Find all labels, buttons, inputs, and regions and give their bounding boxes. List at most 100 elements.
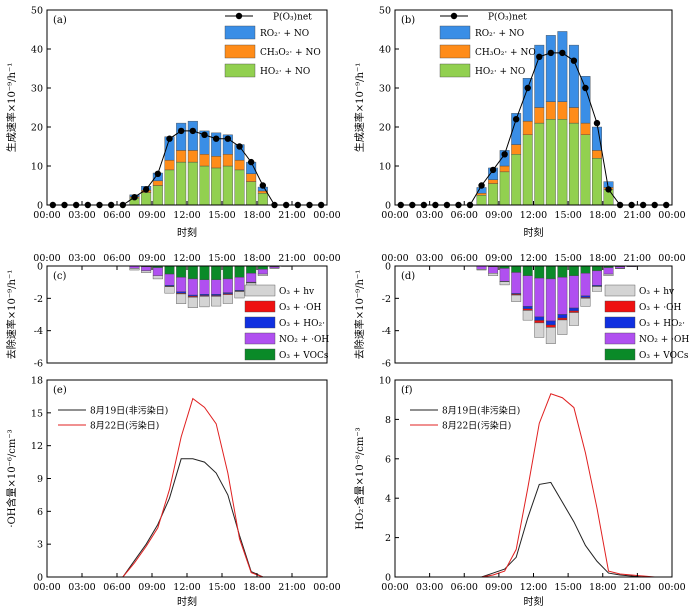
xtick-label-e-4: 12:00 <box>173 582 200 593</box>
ytick-label-e-1: 3 <box>37 540 43 551</box>
xtick-label-a-4: 12:00 <box>173 210 200 221</box>
ytick-label-a-1: 10 <box>31 162 43 173</box>
ytick-label-f-0: 0 <box>385 573 391 584</box>
panel-label-f: (f) <box>401 385 413 396</box>
bar-b-s1-h8 <box>488 179 499 184</box>
ytick-label-d-2: -4 <box>382 326 391 337</box>
point-pnet-b-10 <box>512 116 520 123</box>
legend-text-pnet-a: P(O₃)net <box>273 12 312 23</box>
bar-b-s2-h11 <box>522 78 533 122</box>
ylabel-b: 生成速率×10⁻⁹/h⁻¹ <box>353 63 366 153</box>
bar-d-s0-h17 <box>592 265 602 272</box>
xtick-label-b-3: 09:00 <box>485 210 512 221</box>
legend-b: P(O₃)net RO₂· + NO CH₃O₂· + NO HO₂· + NO <box>439 12 536 78</box>
bar-c-s4-h9 <box>152 275 163 280</box>
bar-a-s1-h10 <box>164 159 175 171</box>
xtick-label-a-6: 18:00 <box>243 210 270 221</box>
legend-text-c-3: O₃ + ·OH <box>279 303 321 313</box>
xtick-label-c-1: 03:00 <box>68 253 95 264</box>
legend-text-f-1: 8月22日(污染日) <box>442 420 511 432</box>
bar-b-s0-h16 <box>580 134 591 206</box>
legend-text-b-0: HO₂· + NO <box>475 67 525 77</box>
xtick-label-d-6: 18:00 <box>589 253 616 264</box>
panel-b: 00:00 03:00 06:00 09:00 12:00 15:00 18:00 21:00… <box>353 6 686 240</box>
ytick-label-f-2: 4 <box>385 494 391 505</box>
xtick-label-b-8: 00:00 <box>658 210 685 221</box>
xtick-label-a-7: 21:00 <box>278 210 305 221</box>
legend-swatch-c-3 <box>244 300 276 313</box>
xtick-label-c-4: 12:00 <box>173 253 200 264</box>
xtick-label-b-2: 06:00 <box>451 210 478 221</box>
bar-a-s0-h18 <box>257 193 268 206</box>
ytick-label-e-4: 12 <box>31 441 43 452</box>
legend-swatch-a-0 <box>224 63 256 78</box>
bar-c-s1-h11 <box>176 277 187 293</box>
bar-b-s0-h9 <box>499 171 510 206</box>
xtick-label-d-4: 12:00 <box>520 253 547 264</box>
bar-d-s2-h13 <box>545 320 556 326</box>
legend-d: O₃ + hv O₃ + ·OH O₃ + HO₂· NO₂ + ·OH O₃ + VO… <box>604 284 689 361</box>
bar-b-s1-h11 <box>522 120 533 136</box>
xtick-label-b-5: 15:00 <box>554 210 581 221</box>
xlabel-a: 时刻 <box>177 226 197 239</box>
bar-d-s4-h15 <box>568 312 579 326</box>
xtick-label-f-6: 18:00 <box>589 582 616 593</box>
bar-c-s1-h14 <box>211 279 222 295</box>
bar-a-s0-h8 <box>141 192 152 206</box>
ytick-label-b-1: 10 <box>379 162 391 173</box>
legend-swatch-b-0 <box>439 63 471 78</box>
bar-d-s2-h15 <box>568 307 579 312</box>
bar-a-s1-h12 <box>187 150 198 163</box>
ytick-label-b-3: 30 <box>379 84 391 95</box>
plot-frame-e <box>46 379 328 578</box>
bar-c-s0-h17 <box>246 265 257 274</box>
ytick-label-b-2: 20 <box>379 123 391 134</box>
bar-a-s1-h14 <box>211 156 222 169</box>
bar-d-s1-h17 <box>592 270 602 286</box>
bar-b-s0-h13 <box>545 118 556 206</box>
bar-d-s1-h8 <box>488 266 499 274</box>
legend-text-d-3: O₃ + ·OH <box>639 303 681 313</box>
ytick-label-a-0: 0 <box>37 201 43 212</box>
bar-d-s3-h11 <box>522 308 533 311</box>
bar-a-s0-h9 <box>152 185 163 206</box>
bar-b-s1-h12 <box>534 107 545 124</box>
bar-d-s4-h16 <box>580 298 591 307</box>
xtick-label-c-6: 18:00 <box>243 253 270 264</box>
bar-d-s2-h12 <box>534 316 545 321</box>
line-e-s0 <box>52 458 322 578</box>
bar-d-s1-h14 <box>557 277 568 315</box>
bar-b-s2-h15 <box>568 44 579 108</box>
bar-b-s0-h8 <box>488 183 499 206</box>
ylabel-a: 生成速率×10⁻⁹/h⁻¹ <box>5 63 18 153</box>
ylabel-f: HO₂·含量×10⁻⁸/cm⁻³ <box>353 427 366 529</box>
legend-swatch-d-1 <box>604 332 636 345</box>
bar-d-s3-h15 <box>568 310 579 313</box>
bar-a-s1-h9 <box>152 180 163 186</box>
xtick-label-c-2: 06:00 <box>103 253 130 264</box>
legend-text-a-2: RO₂· + NO <box>260 29 309 39</box>
bar-a-s0-h14 <box>211 167 222 206</box>
ytick-label-c-1: -2 <box>34 294 43 305</box>
ytick-label-a-3: 30 <box>31 84 43 95</box>
bar-a-s0-h12 <box>187 161 198 206</box>
xtick-label-f-3: 09:00 <box>485 582 512 593</box>
point-pnet-a-8 <box>142 186 150 193</box>
line-f-s0 <box>400 481 667 578</box>
bar-c-s0-h16 <box>234 265 245 278</box>
xtick-label-b-1: 03:00 <box>416 210 443 221</box>
bar-d-s3-h12 <box>534 320 545 324</box>
xtick-label-f-0: 00:00 <box>381 582 408 593</box>
bar-c-s1-h8 <box>141 266 152 272</box>
bar-c-s4-h11 <box>176 293 187 304</box>
legend-swatch-b-2 <box>439 25 471 40</box>
legend-text-d-4: O₃ + hv <box>639 287 675 297</box>
bar-d-s0-h15 <box>568 265 579 276</box>
xtick-label-f-5: 15:00 <box>554 582 581 593</box>
ytick-label-c-0: 0 <box>37 262 43 273</box>
bar-d-s4-h9 <box>499 281 510 286</box>
xtick-label-e-2: 06:00 <box>103 582 130 593</box>
ytick-label-d-1: -2 <box>382 294 391 305</box>
bar-a-s2-h14 <box>211 132 222 157</box>
xtick-label-d-0: 00:00 <box>381 253 408 264</box>
